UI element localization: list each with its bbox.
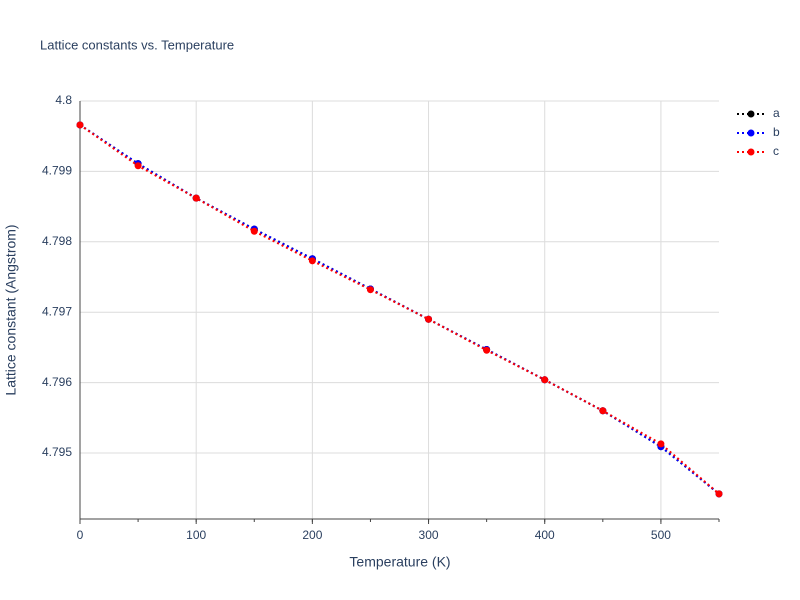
data-point (192, 194, 200, 202)
x-tick-label: 0 (77, 528, 84, 542)
data-point (657, 440, 665, 448)
y-tick-label: 4.796 (42, 375, 72, 389)
x-axis-title: Temperature (K) (349, 554, 450, 570)
x-tick-label: 100 (186, 528, 206, 542)
series-line (79, 124, 720, 495)
legend-marker (747, 148, 755, 156)
data-point (715, 490, 723, 498)
legend-label[interactable]: b (773, 125, 780, 139)
y-tick-label: 4.799 (42, 164, 72, 178)
data-point (599, 407, 607, 415)
data-point (483, 346, 491, 354)
legend-label[interactable]: a (773, 106, 780, 120)
data-point (366, 286, 374, 294)
data-point (250, 227, 258, 235)
data-point (308, 257, 316, 265)
series-line (79, 124, 720, 495)
x-tick-label: 500 (651, 528, 671, 542)
data-point (425, 315, 433, 323)
y-tick-label: 4.798 (42, 234, 72, 248)
chart-title: Lattice constants vs. Temperature (40, 37, 234, 52)
y-tick-label: 4.795 (42, 445, 72, 459)
y-tick-label: 4.8 (55, 93, 72, 107)
data-point (134, 162, 142, 170)
x-tick-label: 300 (419, 528, 439, 542)
data-point (541, 376, 549, 384)
x-tick-label: 400 (535, 528, 555, 542)
data-point (76, 121, 84, 129)
legend-label[interactable]: c (773, 144, 779, 158)
series-line (79, 124, 720, 495)
y-axis-title: Lattice constant (Angstrom) (3, 224, 19, 395)
legend-marker (747, 129, 755, 137)
legend-marker (747, 110, 755, 118)
y-tick-label: 4.797 (42, 304, 72, 318)
x-tick-label: 200 (302, 528, 322, 542)
